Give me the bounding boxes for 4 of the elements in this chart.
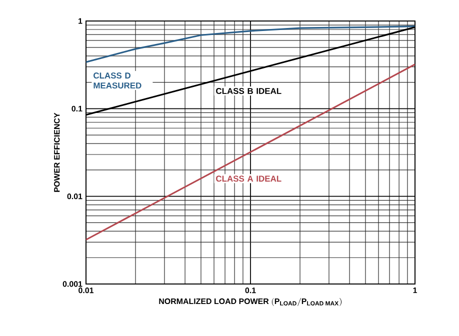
series-label: CLASS A IDEAL bbox=[216, 176, 282, 182]
x-axis-title: $\text{NORMALIZED LOAD POWER }(\text{P}_{\text{LOAD}}/\text{P}_{\text{LOAD MAX}})$ bbox=[159, 298, 342, 306]
series-label: CLASS D MEASURED bbox=[94, 72, 142, 89]
series-label: CLASS B IDEAL bbox=[216, 88, 282, 94]
